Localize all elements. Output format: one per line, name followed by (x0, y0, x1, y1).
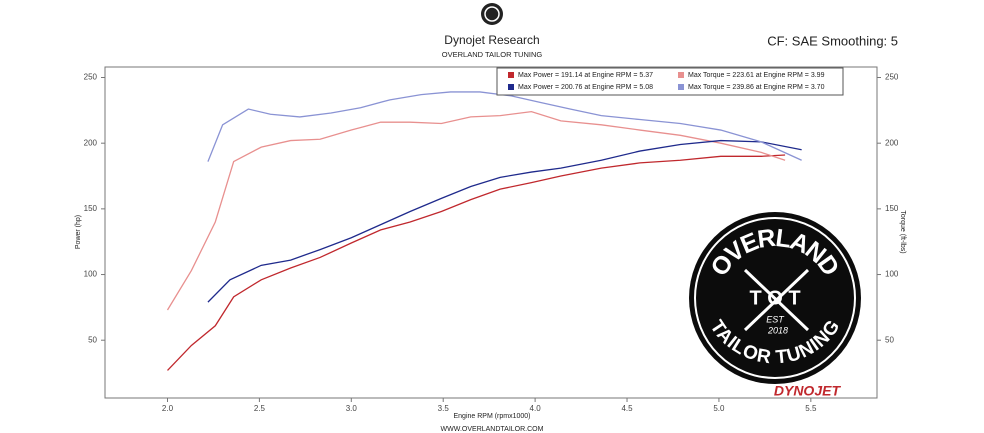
logo-year: 2018 (767, 325, 788, 335)
series-line (207, 91, 802, 162)
legend-label: Max Power = 191.14 at Engine RPM = 5.37 (518, 72, 653, 79)
y-tick-label: 200 (84, 138, 98, 147)
legend-swatch (678, 84, 684, 90)
series-line (167, 154, 786, 371)
x-tick-label: 3.5 (438, 404, 450, 413)
y2-tick-label: 100 (885, 270, 899, 279)
y2-axis-label: Torque (ft-lbs) (899, 210, 906, 253)
legend-swatch (508, 72, 514, 78)
settings-text: CF: SAE Smoothing: 5 (767, 33, 898, 48)
chart-subtitle: OVERLAND TAILOR TUNING (442, 50, 543, 59)
x-axis-label: Engine RPM (rpmx1000) (453, 413, 530, 420)
header-emblem-ring (484, 6, 500, 22)
chart-title: Dynojet Research (444, 33, 539, 47)
logo-letters: T O T (749, 287, 800, 309)
brand: DYNOJET (774, 383, 842, 399)
series-layer (166, 91, 802, 371)
legend-label: Max Torque = 239.86 at Engine RPM = 3.70 (688, 84, 825, 91)
y-axis-label: Power (hp) (75, 215, 82, 249)
y-tick-label: 50 (88, 335, 97, 344)
x-tick-label: 2.5 (254, 404, 266, 413)
logo-cross (743, 268, 810, 332)
logo-est: EST (766, 314, 785, 324)
series-line (166, 110, 786, 311)
x-tick-label: 5.5 (805, 404, 817, 413)
legend-swatch (678, 72, 684, 78)
y2-tick-label: 200 (885, 138, 899, 147)
legend-label: Max Power = 200.76 at Engine RPM = 5.08 (518, 84, 653, 91)
y-tick-label: 150 (84, 204, 98, 213)
y2-tick-label: 50 (885, 335, 894, 344)
header-emblem (481, 3, 503, 25)
legend-label: Max Torque = 223.61 at Engine RPM = 3.99 (688, 72, 825, 79)
y-tick-label: 250 (84, 73, 98, 82)
y2-tick-label: 150 (885, 204, 899, 213)
legend-box (496, 67, 844, 96)
y2-tick-label: 250 (885, 73, 899, 82)
legend-swatch (508, 84, 514, 90)
logo-ring (694, 217, 856, 379)
y-tick-label: 100 (84, 270, 98, 279)
logo: OVERLAND TAILOR TUNING T O T EST 2018 (689, 212, 861, 384)
x-tick-label: 2.0 (162, 404, 174, 413)
footer: WWW.OVERLANDTAILOR.COM (441, 426, 544, 433)
x-tick-label: 4.0 (530, 404, 542, 413)
x-tick-label: 3.0 (346, 404, 358, 413)
series-line (207, 139, 802, 303)
x-tick-label: 5.0 (713, 404, 725, 413)
x-tick-label: 4.5 (621, 404, 633, 413)
